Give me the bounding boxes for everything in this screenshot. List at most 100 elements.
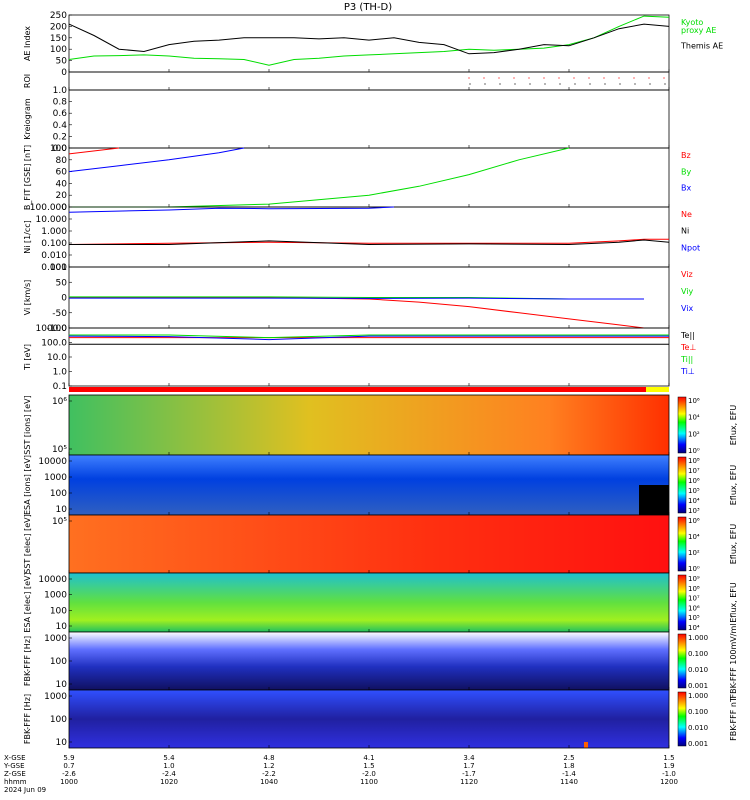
colorbar-label: FBK-FFF 100mV/ml <box>729 624 738 699</box>
panel-sst_elec: 10⁶ 10⁴ 10² 10⁰ Eflux, EFU 10⁵ SST [elec] [eV] <box>23 514 738 573</box>
colorbar-tick: 10³ <box>688 507 700 515</box>
y-axis-label: SST [elec] [eV] <box>23 514 32 573</box>
colorbar-tick: 10⁵ <box>688 487 700 495</box>
colorbar-tick: 10⁶ <box>688 477 700 485</box>
panel-ti: 1000.0 100.0 10.0 1.0 0.1 Ti [eV] Te|| Te⊥ Ti|| T… <box>23 324 696 392</box>
series-ni-Npot <box>68 206 395 213</box>
colorbar-esa_elec <box>677 574 687 631</box>
legend-entry: By <box>681 167 691 176</box>
x-tick-label: 0.7 <box>63 762 74 770</box>
legend-entry: Bz <box>681 151 691 160</box>
y-tick-label: 0.010 <box>41 251 67 261</box>
legend-entry: Ti⊥ <box>680 367 695 376</box>
colorbar-tick: 10⁶ <box>688 397 700 405</box>
colorbar-fbk_fff <box>677 633 687 689</box>
y-tick-label: 0.100 <box>41 239 67 249</box>
heatmap-esa_ion <box>69 455 669 515</box>
legend-entry: Viz <box>681 270 693 279</box>
x-tick-label: -1.4 <box>562 770 576 778</box>
axes-ae <box>68 14 670 73</box>
x-tick-label: -1.0 <box>662 770 676 778</box>
colorbar-tick: 10⁵ <box>688 614 700 622</box>
colorbar-label: Eflux, EFU <box>729 405 738 446</box>
y-tick-label: 50 <box>56 57 68 67</box>
colorbar-tick: 10⁰ <box>688 447 700 455</box>
colorbar-tick: 0.010 <box>688 724 708 732</box>
axes-kp <box>68 89 670 149</box>
y-tick-label: 1000 <box>44 634 67 644</box>
x-row-label: Y-GSE <box>3 762 25 770</box>
y-tick-label: 10000 <box>38 575 67 585</box>
legend-entry: Ne <box>681 210 692 219</box>
x-tick-label: 1.7 <box>463 762 474 770</box>
colorbar-sst_elec <box>677 516 687 572</box>
y-tick-label: 10.0 <box>47 353 67 363</box>
colorbar-tick: 10⁴ <box>688 624 700 632</box>
y-tick-label: 1000.0 <box>36 324 68 334</box>
heatmap-burst <box>584 742 588 748</box>
y-tick-label: 10 <box>56 622 68 632</box>
axes-ni <box>68 206 670 268</box>
flag-strip-end <box>646 387 669 392</box>
x-tick-label: 1.8 <box>563 762 574 770</box>
x-row-label: Z-GSE <box>4 770 26 778</box>
series-bfgm-By <box>69 147 570 208</box>
y-tick-label: 0.0 <box>53 144 68 154</box>
legend-entry: Vix <box>681 304 694 313</box>
colorbar-tick: 10⁷ <box>688 595 700 603</box>
colorbar-tick: 10⁹ <box>688 575 700 583</box>
colorbar-tick: 10² <box>688 549 700 557</box>
colorbar-tick: 0.001 <box>688 682 708 690</box>
x-tick-label: 1040 <box>260 778 278 786</box>
y-tick-label: 1000 <box>44 692 67 702</box>
y-tick-label: 0 <box>61 68 67 78</box>
legend-entry: Bx <box>681 184 691 193</box>
colorbar-tick: 10⁸ <box>688 457 700 465</box>
y-tick-label: 0.2 <box>53 132 67 142</box>
colorbar-label: Eflux, EFU <box>729 524 738 565</box>
y-tick-label: 100 <box>50 489 67 499</box>
date-label: 2024 Jun 09 <box>4 786 46 794</box>
colorbar-tick: 0.100 <box>688 708 708 716</box>
y-tick-label: 100.0 <box>41 339 67 349</box>
y-tick-label: 100.000 <box>30 203 67 213</box>
panel-roi: ROI <box>23 71 670 91</box>
y-tick-label: 1.000 <box>41 227 67 237</box>
panel-ni: 100.000 10.000 1.000 0.100 0.010 0.001 Ni [1/c… <box>23 203 700 273</box>
colorbar-tick: 10⁸ <box>688 585 700 593</box>
y-tick-label: 100 <box>50 263 67 273</box>
y-axis-label: ESA [elec] [eV] <box>23 572 32 632</box>
y-tick-label: 100 <box>50 606 67 616</box>
y-axis-label: FBK-FFF [Hz] <box>23 694 32 744</box>
y-tick-label: 1.0 <box>53 368 68 378</box>
x-tick-label: -2.0 <box>362 770 376 778</box>
heatmap-gap <box>639 485 669 515</box>
x-tick-label: 1200 <box>660 778 678 786</box>
x-tick-label: -2.2 <box>262 770 276 778</box>
y-tick-label: -100 <box>47 324 68 334</box>
colorbar-tick: 0.100 <box>688 650 708 658</box>
x-tick-label: 1.5 <box>363 762 374 770</box>
heatmap-sst_elec <box>69 515 669 573</box>
series-ti-Ti⊥ <box>68 335 669 341</box>
x-tick-label: 1000 <box>60 778 78 786</box>
colorbar-tick: 10⁴ <box>688 497 700 505</box>
y-tick-label: 10.000 <box>36 215 68 225</box>
axes-bfgm <box>68 147 670 208</box>
series-bfgm-Bx <box>68 147 245 173</box>
y-tick-label: 100 <box>50 144 67 154</box>
y-tick-label: 10⁵ <box>52 517 67 527</box>
colorbar-tick: 10⁶ <box>688 604 700 612</box>
y-tick-label: 250 <box>50 11 67 21</box>
y-tick-label: 60 <box>56 168 68 178</box>
colorbar-tick: 1.000 <box>688 634 708 642</box>
colorbar-tick: 0.001 <box>688 740 708 748</box>
y-axis-label: Vi [km/s] <box>23 280 32 316</box>
y-tick-label: 1000 <box>44 473 67 483</box>
y-tick-label: 50 <box>56 278 68 288</box>
y-tick-label: 100 <box>50 657 67 667</box>
